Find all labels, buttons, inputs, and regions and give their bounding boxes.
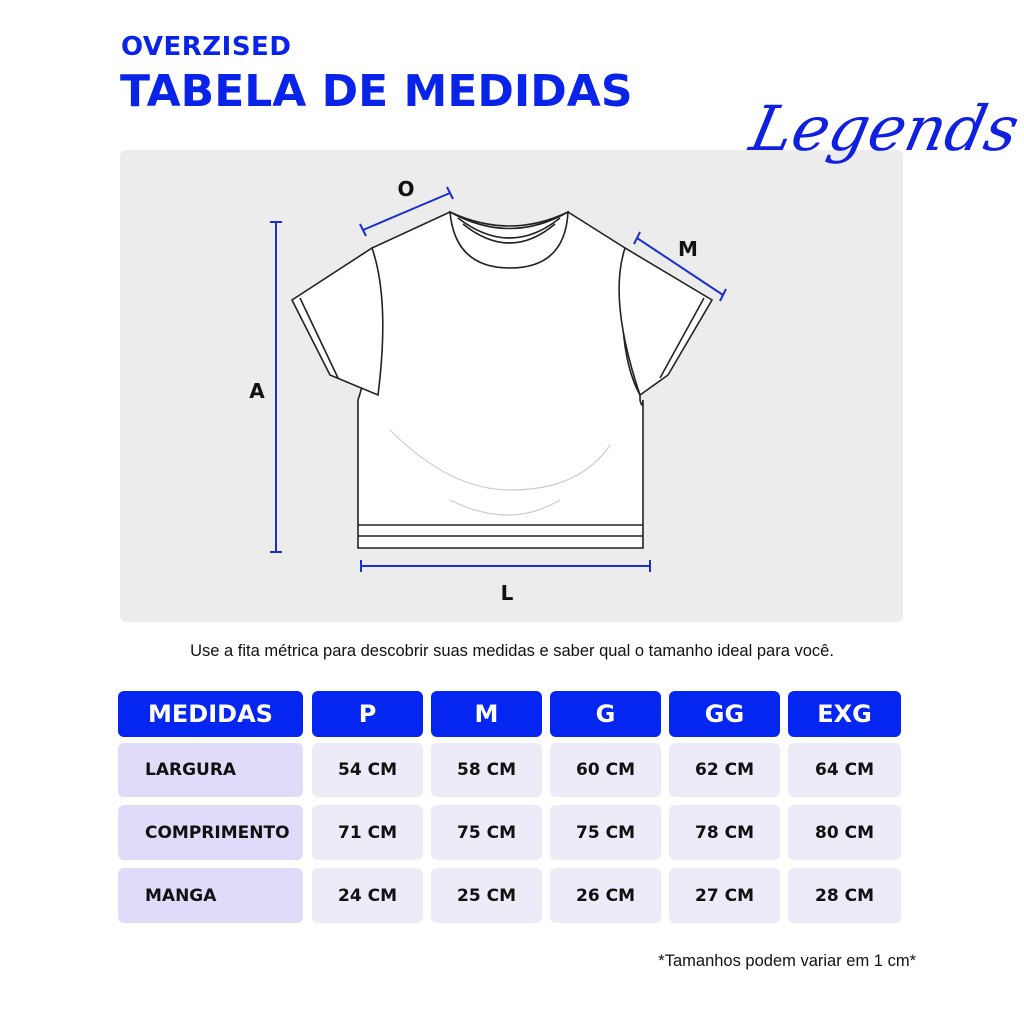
label-m: M — [678, 237, 698, 261]
row-label: MANGA — [118, 868, 303, 923]
header-g: G — [550, 691, 661, 737]
tshirt-diagram: O M A L — [249, 177, 727, 605]
table-cell: 80 CM — [788, 805, 901, 860]
table-cell: 28 CM — [788, 868, 901, 923]
table-cell: 75 CM — [431, 805, 542, 860]
table-cell: 25 CM — [431, 868, 542, 923]
table-cell: 71 CM — [312, 805, 423, 860]
header-m: M — [431, 691, 542, 737]
tshirt-diagram-panel: O M A L — [120, 150, 903, 622]
table-cell: 27 CM — [669, 868, 780, 923]
label-o: O — [397, 177, 414, 201]
header-medidas: MEDIDAS — [118, 691, 303, 737]
table-cell: 60 CM — [550, 743, 661, 797]
table-cell: 75 CM — [550, 805, 661, 860]
subtitle: OVERZISED — [121, 32, 292, 62]
table-cell: 62 CM — [669, 743, 780, 797]
table-cell: 26 CM — [550, 868, 661, 923]
legends-logo: Legends — [744, 92, 1024, 165]
header-gg: GG — [669, 691, 780, 737]
label-l: L — [501, 581, 514, 605]
table-cell: 54 CM — [312, 743, 423, 797]
table-cell: 78 CM — [669, 805, 780, 860]
row-label: COMPRIMENTO — [118, 805, 303, 860]
table-cell: 64 CM — [788, 743, 901, 797]
page-title: TABELA DE MEDIDAS — [120, 66, 633, 117]
header-p: P — [312, 691, 423, 737]
footnote: *Tamanhos podem variar em 1 cm* — [658, 952, 916, 970]
right-sleeve — [618, 246, 714, 397]
label-a: A — [249, 379, 265, 403]
left-sleeve — [290, 246, 384, 397]
row-label: LARGURA — [118, 743, 303, 797]
header-exg: EXG — [788, 691, 901, 737]
table-cell: 58 CM — [431, 743, 542, 797]
table-cell: 24 CM — [312, 868, 423, 923]
instruction-note: Use a fita métrica para descobrir suas m… — [190, 642, 834, 660]
